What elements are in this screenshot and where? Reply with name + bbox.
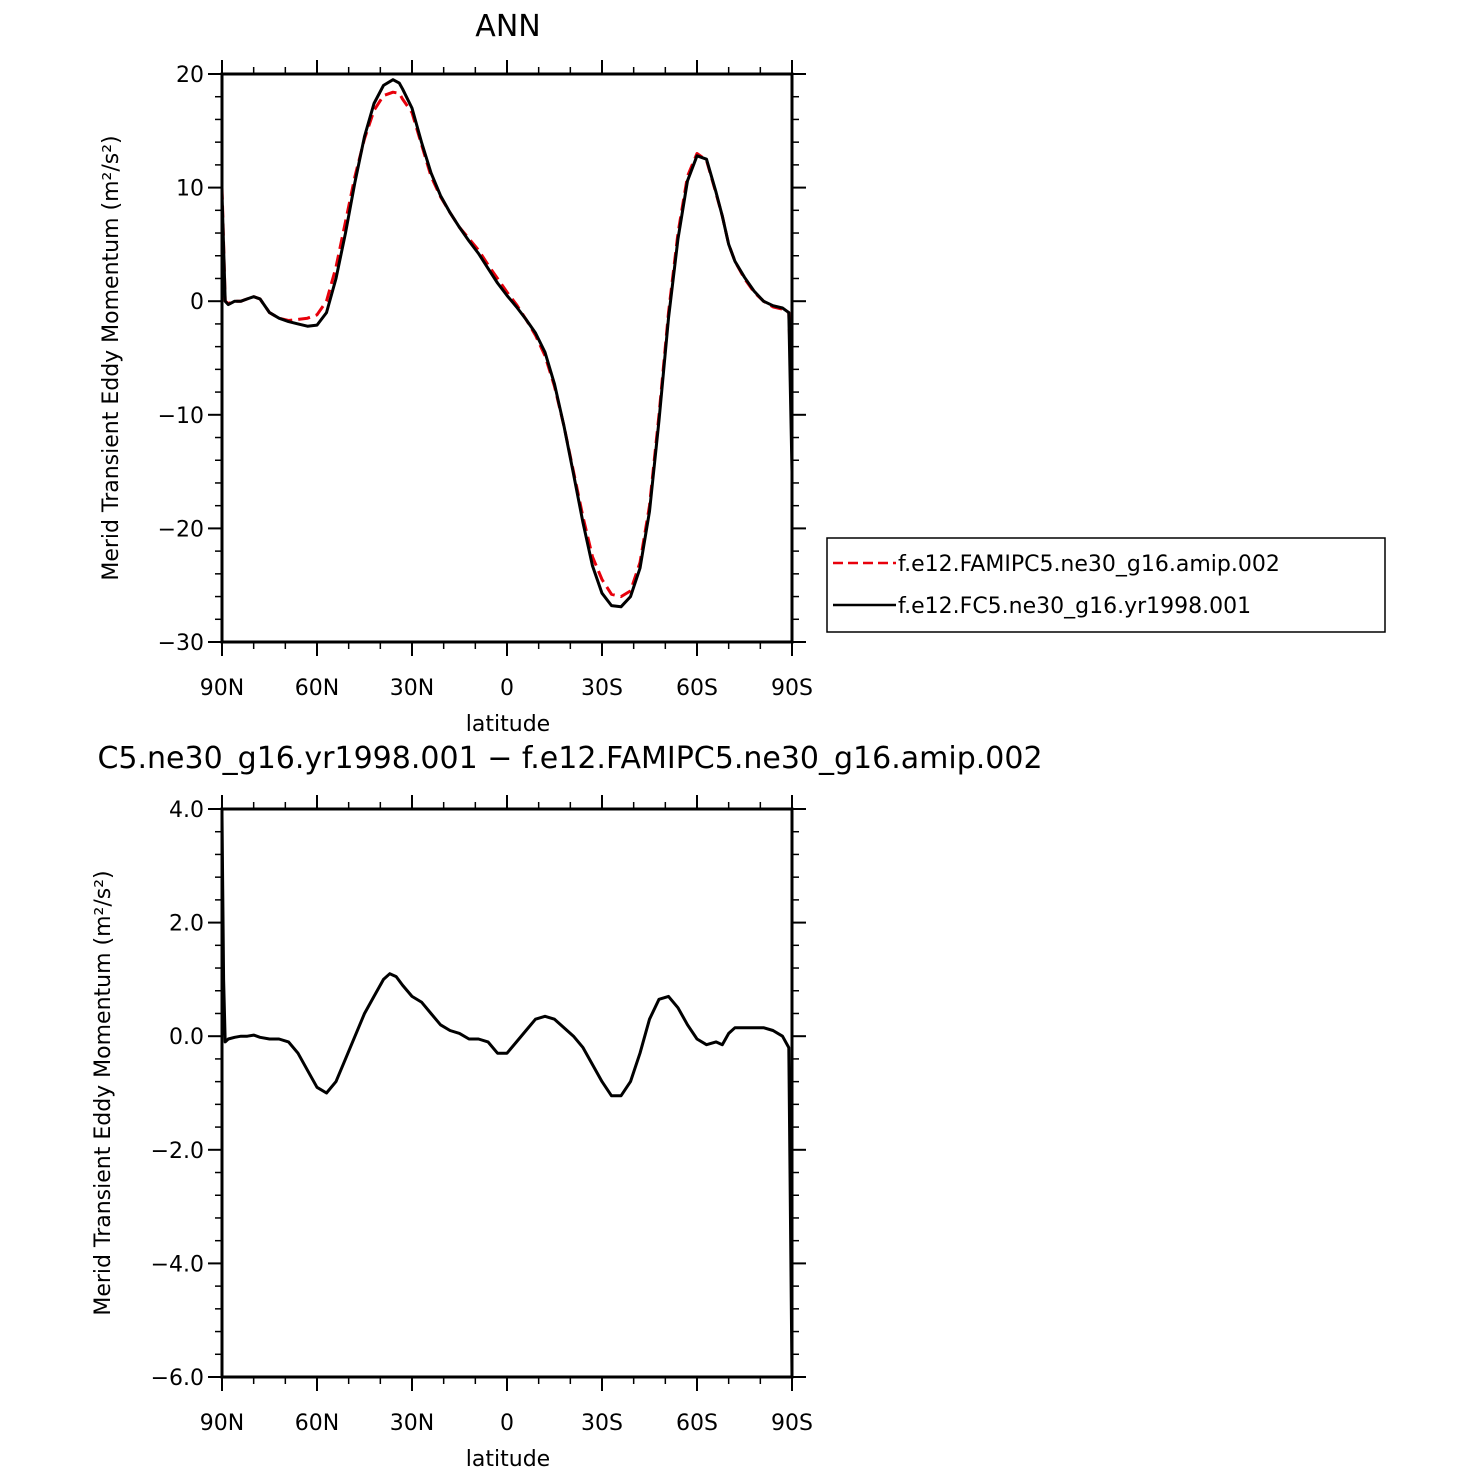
bottom-x-tick-label: 60N bbox=[295, 1411, 339, 1436]
legend-label-fc5: f.e12.FC5.ne30_g16.yr1998.001 bbox=[898, 594, 1251, 619]
bottom-x-tick-label: 0 bbox=[500, 1411, 514, 1436]
top-y-tick-label: 20 bbox=[176, 63, 204, 88]
top-y-tick-label: −20 bbox=[158, 517, 204, 542]
top-axis-ticks: −30 −20 −10 0 10 20 90N 60N 30N 0 30S 60S 90S bbox=[158, 60, 813, 701]
bottom-plot-title: C5.ne30_g16.yr1998.001 − f.e12.FAMIPC5.n… bbox=[97, 741, 1042, 776]
bottom-series-lines bbox=[220, 814, 794, 1378]
top-x-tick-label: 90S bbox=[771, 676, 813, 701]
top-x-tick-label: 0 bbox=[500, 676, 514, 701]
top-y-tick-label: −10 bbox=[158, 404, 204, 429]
top-x-tick-label: 60S bbox=[676, 676, 718, 701]
bottom-x-tick-label: 30N bbox=[390, 1411, 434, 1436]
bottom-plot-frame bbox=[220, 807, 794, 1379]
bottom-panel: C5.ne30_g16.yr1998.001 − f.e12.FAMIPC5.n… bbox=[91, 741, 1043, 1472]
bottom-y-tick-label: −2.0 bbox=[151, 1139, 204, 1164]
top-y-tick-label: −30 bbox=[158, 631, 204, 656]
bottom-x-tick-label: 30S bbox=[581, 1411, 623, 1436]
top-y-tick-label: 10 bbox=[176, 177, 204, 202]
bottom-x-tick-label: 90S bbox=[771, 1411, 813, 1436]
bottom-series-line-0 bbox=[220, 814, 794, 1378]
top-series-line-0 bbox=[220, 90, 794, 599]
bottom-y-tick-label: 4.0 bbox=[169, 798, 204, 823]
bottom-y-tick-label: −6.0 bbox=[151, 1366, 204, 1391]
bottom-y-tick-label: 0.0 bbox=[169, 1025, 204, 1050]
top-x-tick-label: 30S bbox=[581, 676, 623, 701]
top-series-lines bbox=[220, 78, 794, 609]
top-series-line-1 bbox=[220, 78, 794, 609]
top-x-tick-label: 30N bbox=[390, 676, 434, 701]
top-x-axis-title: latitude bbox=[466, 712, 550, 737]
top-x-tick-label: 90N bbox=[200, 676, 244, 701]
bottom-x-tick-label: 60S bbox=[676, 1411, 718, 1436]
top-y-axis-title: Merid Transient Eddy Momentum (m²/s²) bbox=[99, 135, 124, 580]
bottom-y-tick-label: −4.0 bbox=[151, 1252, 204, 1277]
bottom-y-tick-label: 2.0 bbox=[169, 912, 204, 937]
bottom-x-axis-title: latitude bbox=[466, 1447, 550, 1472]
top-x-tick-label: 60N bbox=[295, 676, 339, 701]
bottom-y-axis-title: Merid Transient Eddy Momentum (m²/s²) bbox=[91, 870, 116, 1315]
top-plot-title: ANN bbox=[475, 9, 540, 44]
legend-label-famip: f.e12.FAMIPC5.ne30_g16.amip.002 bbox=[898, 552, 1280, 577]
top-y-tick-label: 0 bbox=[190, 290, 204, 315]
legend-box bbox=[826, 537, 1386, 633]
bottom-x-tick-label: 90N bbox=[200, 1411, 244, 1436]
legend: f.e12.FAMIPC5.ne30_g16.amip.002 f.e12.FC… bbox=[826, 537, 1386, 633]
top-panel: ANN −30 −20 −10 0 10 20 90N 60N 30N 0 30S 60S 90S la… bbox=[99, 9, 1386, 737]
bottom-axis-ticks: −6.0 −4.0 −2.0 0.0 2.0 4.0 90N 60N 30N 0 30S 60S 90S bbox=[151, 795, 813, 1436]
